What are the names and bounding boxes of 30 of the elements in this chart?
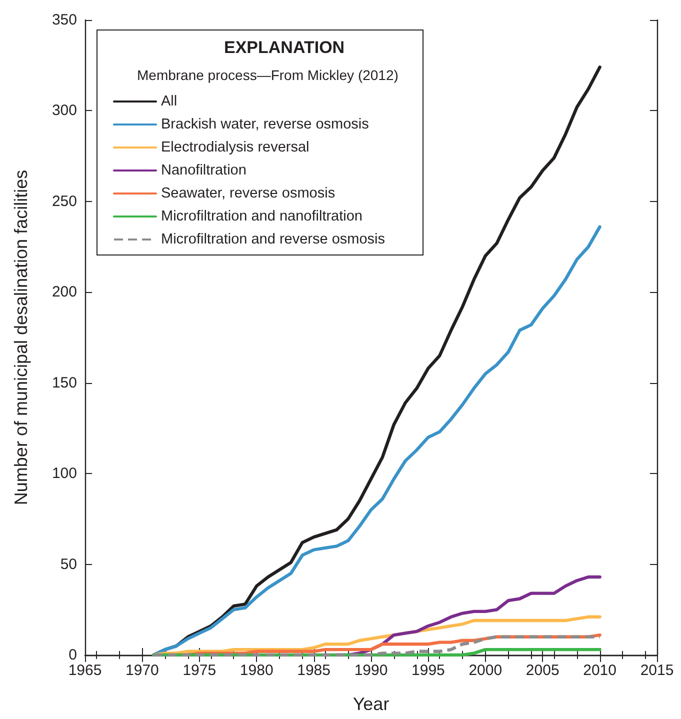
x-tick-label: 1980 xyxy=(240,662,274,679)
legend-title: EXPLANATION xyxy=(224,38,345,57)
x-tick-label: 1990 xyxy=(354,662,388,679)
y-tick-label: 100 xyxy=(52,465,77,482)
legend-label: Brackish water, reverse osmosis xyxy=(161,116,369,132)
legend-label: Seawater, reverse osmosis xyxy=(161,186,336,202)
y-tick-label: 200 xyxy=(52,284,77,301)
y-axis-title: Number of municipal desalination facilities xyxy=(11,170,31,506)
x-tick-label: 1995 xyxy=(412,662,445,679)
legend-label: Microfiltration and reverse osmosis xyxy=(161,232,386,248)
x-tick-label: 1985 xyxy=(297,662,330,679)
x-tick-label: 2015 xyxy=(640,662,674,679)
y-tick-label: 150 xyxy=(52,374,77,392)
x-tick-label: 1970 xyxy=(126,662,159,679)
legend-label: Electrodialysis reversal xyxy=(161,140,310,156)
legend-label: Nanofiltration xyxy=(161,162,246,178)
x-tick-label: 2010 xyxy=(583,662,616,679)
x-axis-title: Year xyxy=(352,694,390,714)
x-tick-label: 2005 xyxy=(526,662,560,679)
x-tick-label: 1975 xyxy=(182,662,216,679)
y-tick-label: 0 xyxy=(68,646,77,664)
y-tick-label: 250 xyxy=(52,192,77,210)
legend-label: Microfiltration and nanofiltration xyxy=(161,208,362,224)
y-tick-label: 50 xyxy=(60,556,77,573)
x-tick-label: 1965 xyxy=(68,662,102,679)
annotation: Membrane process—From Mickley (2012) xyxy=(137,67,398,83)
y-tick-label: 300 xyxy=(52,102,77,120)
y-tick-label: 350 xyxy=(52,12,77,28)
legend-label: All xyxy=(161,94,178,110)
x-tick-label: 2000 xyxy=(468,662,502,679)
